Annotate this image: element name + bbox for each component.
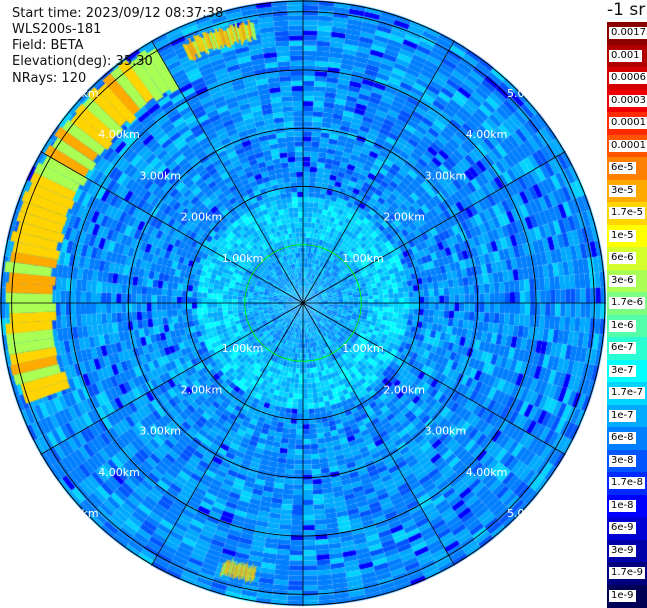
colorbar-swatch: 1e-7	[607, 404, 647, 428]
range-ring-label: 3.00km	[425, 425, 467, 438]
range-ring-label: 3.00km	[139, 425, 181, 438]
colorbar-swatch: 3e-9	[607, 539, 647, 563]
range-ring-label: 4.00km	[98, 128, 140, 141]
colorbar-tick-label: 1e-7	[609, 409, 636, 422]
colorbar-tick-label: 1e-6	[609, 319, 636, 332]
colorbar-tick-label: 3e-9	[609, 544, 636, 557]
colorbar-swatch: 6e-6	[607, 247, 647, 270]
colorbar-tick-label: 1.7e-8	[609, 477, 646, 490]
azimuth-spoke	[40, 151, 304, 304]
elevation-label: Elevation(deg): 35.30	[12, 54, 153, 69]
colorbar-swatch: 0.0003	[607, 89, 647, 113]
range-ring-label: 3.00km	[425, 169, 467, 182]
range-ring	[11, 11, 595, 595]
nrays-label: NRays: 120	[12, 71, 87, 86]
colorbar-swatch: 0.001	[607, 44, 647, 68]
colorbar-swatch: 6e-7	[607, 337, 647, 360]
colorbar-tick-label: 1.7e-9	[609, 567, 646, 580]
colorbar-unit-title: -1 sr	[607, 0, 646, 20]
colorbar-tick-label: 0.00017	[609, 117, 647, 130]
colorbar-swatch: 1e-9	[607, 584, 647, 608]
colorbar-swatch: 6e-5	[607, 157, 647, 180]
range-rings	[0, 0, 606, 606]
colorbar-tick-label: 0.0003	[609, 94, 647, 107]
azimuth-spoke	[302, 40, 455, 304]
azimuth-spoke	[302, 302, 455, 566]
range-ring	[244, 244, 362, 362]
colorbar-swatch: 1e-5	[607, 224, 647, 248]
colorbar-swatch: 0.00017	[607, 112, 647, 135]
colorbar-swatch: 3e-5	[607, 179, 647, 203]
colorbar-swatch: 6e-9	[607, 517, 647, 540]
azimuth-spoke	[302, 151, 566, 304]
colorbar-tick-label: 3e-5	[609, 184, 636, 197]
colorbar-tick-label: 0.001	[609, 49, 642, 62]
range-ring-label: 5.00km	[507, 87, 549, 100]
range-ring	[186, 186, 420, 420]
range-ring-label: 1.00km	[342, 342, 384, 355]
range-ring-label: 4.00km	[98, 466, 140, 479]
colorbar-swatch: 3e-6	[607, 269, 647, 293]
azimuth-spoke	[302, 302, 566, 455]
colorbar-tick-label: 1e-9	[609, 589, 636, 602]
colorbar-swatch: 1.7e-7	[607, 382, 647, 405]
colorbar-tick-label: 6e-6	[609, 252, 636, 265]
colorbar-swatch: 1e-6	[607, 314, 647, 338]
colorbar-tick-label: 3e-8	[609, 454, 636, 467]
colorbar-swatch: 1e-8	[607, 494, 647, 518]
outer-boundary	[0, 0, 606, 606]
colorbar-tick-label: 0.0006	[609, 72, 647, 85]
colorbar-tick-label: 6e-8	[609, 432, 636, 445]
azimuth-spoke	[40, 302, 304, 455]
colorbar-swatch: 1.7e-5	[607, 202, 647, 225]
colorbar-tick-label: 6e-9	[609, 522, 636, 535]
colorbar-swatch: 1.7e-6	[607, 292, 647, 315]
range-ring-label: 2.00km	[181, 383, 223, 396]
colorbar-tick-label: 1.7e-6	[609, 297, 646, 310]
range-ring-labels: 1.00km 1.00km 1.00km 1.00km 2.00km 2.00km 2.00…	[57, 87, 549, 520]
range-ring-label: 2.00km	[383, 211, 425, 224]
range-ring-label: 5.00km	[57, 507, 99, 520]
range-ring-label: 1.00km	[222, 342, 264, 355]
range-ring-label: 1.00km	[222, 252, 264, 265]
colorbar-swatch: 0.0017	[607, 22, 647, 45]
start-time-label: Start time: 2023/09/12 08:37:38	[12, 6, 224, 21]
range-ring-label: 4.00km	[466, 466, 508, 479]
device-label: WLS200s-181	[12, 22, 102, 37]
range-ring-label: 4.00km	[466, 128, 508, 141]
colorbar-tick-label: 6e-5	[609, 162, 636, 175]
colorbar-tick-label: 1e-5	[609, 229, 636, 242]
colorbar-swatch: 0.0006	[607, 67, 647, 90]
colorbar-swatch: 6e-8	[607, 427, 647, 450]
azimuth-spokes	[0, 0, 606, 606]
colorbar-tick-label: 0.0017	[609, 27, 647, 40]
colorbar-tick-label: 1.7e-5	[609, 207, 646, 220]
range-ring-label: 5.00km	[507, 507, 549, 520]
colorbar-tick-label: 0.0001	[609, 139, 647, 152]
colorbar-swatch: 3e-7	[607, 359, 647, 383]
azimuth-spoke	[151, 302, 304, 566]
field-label: Field: BETA	[12, 38, 84, 53]
colorbar-tick-label: 6e-7	[609, 342, 636, 355]
colorbar-swatch: 0.0001	[607, 134, 647, 158]
range-ring-label: 3.00km	[139, 169, 181, 182]
colorbar-swatch: 1.7e-9	[607, 562, 647, 585]
range-ring-label: 1.00km	[342, 252, 384, 265]
azimuth-spoke	[151, 40, 304, 304]
colorbar-tick-label: 3e-6	[609, 274, 636, 287]
colorbar-tick-label: 1.7e-7	[609, 387, 646, 400]
range-ring-label: 5.00km	[57, 87, 99, 100]
colorbar-swatch: 3e-8	[607, 449, 647, 473]
colorbar-tick-label: 1e-8	[609, 499, 636, 512]
range-ring-label: 2.00km	[383, 383, 425, 396]
colorbar-tick-label: 3e-7	[609, 364, 636, 377]
range-ring-label: 2.00km	[181, 211, 223, 224]
range-ring	[69, 69, 537, 537]
colorbar-swatch: 1.7e-8	[607, 472, 647, 495]
range-ring	[127, 127, 479, 479]
